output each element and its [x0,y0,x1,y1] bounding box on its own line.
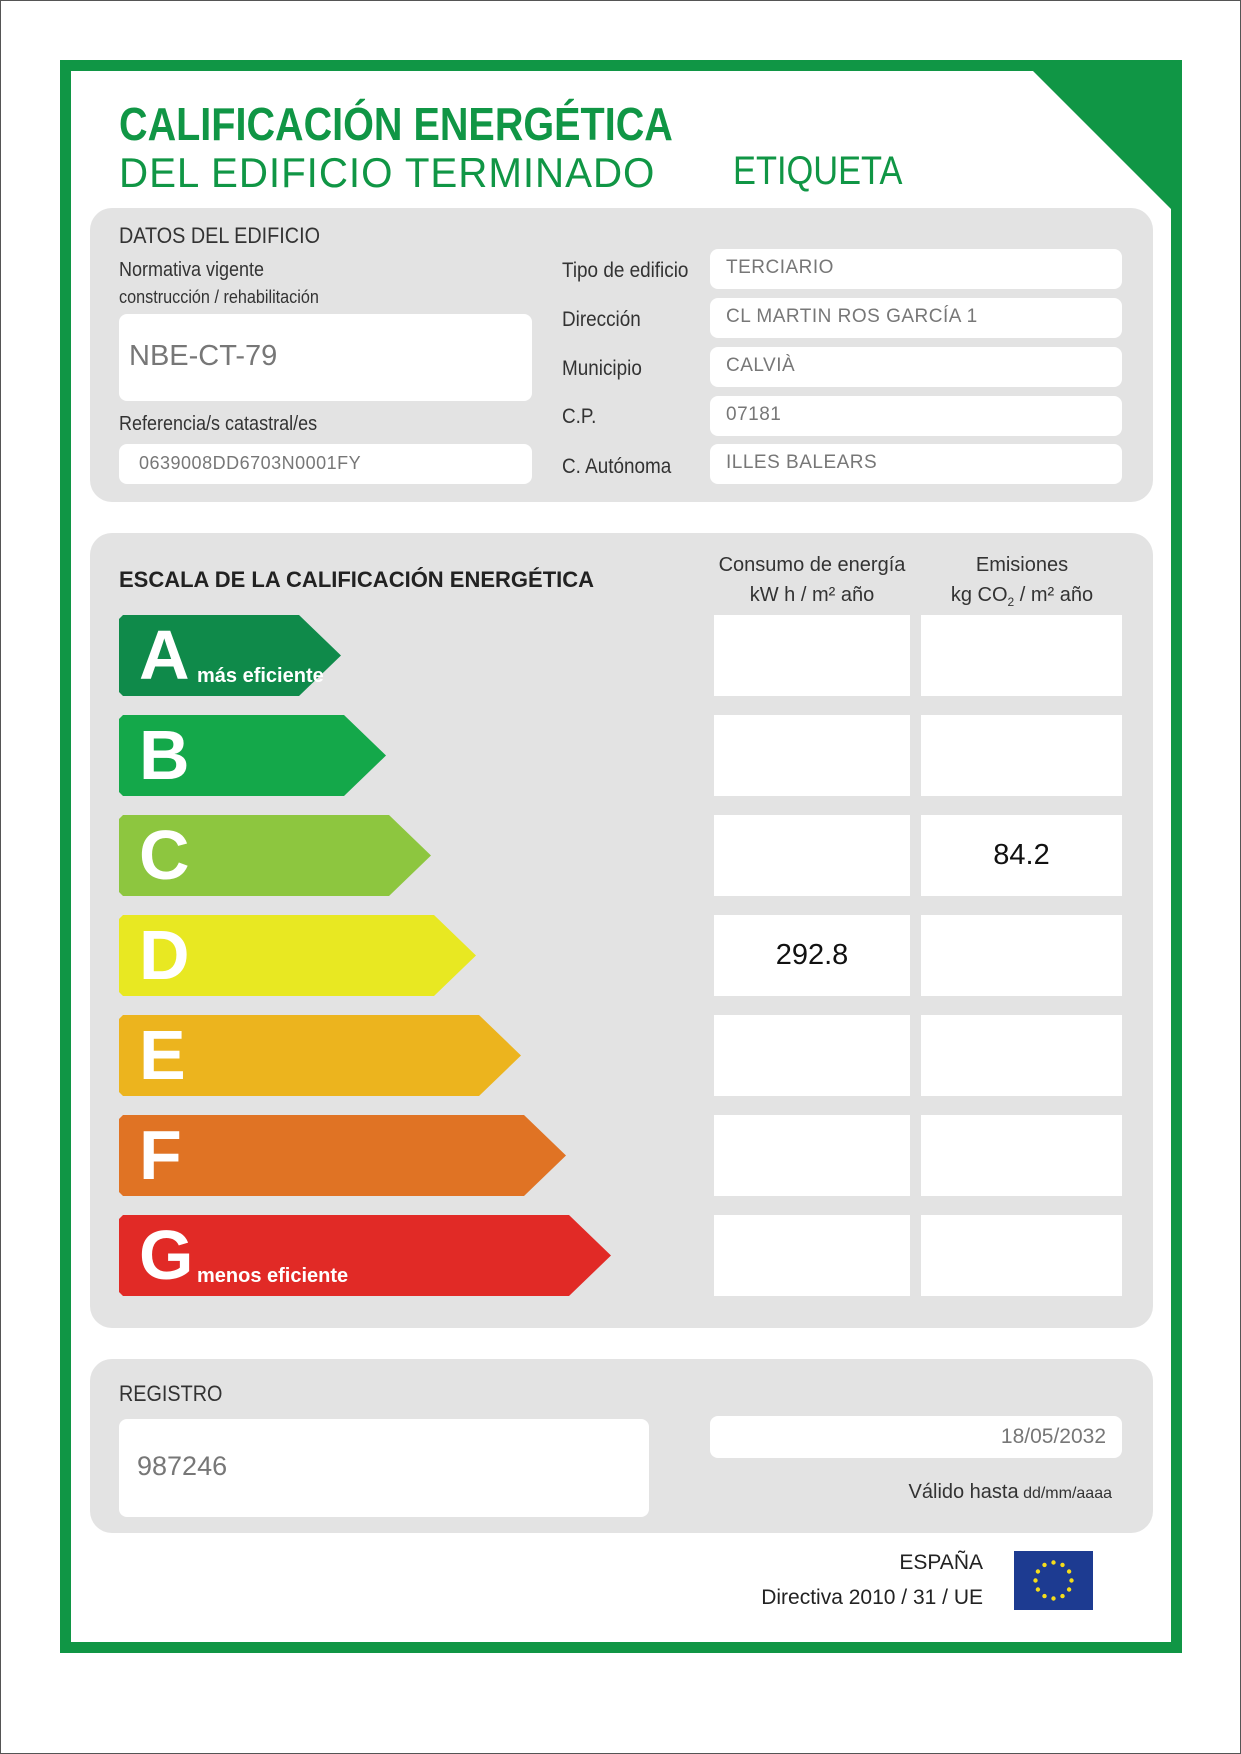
tipo-value: TERCIARIO [710,249,1122,289]
rating-letter: C [139,816,190,894]
eu-flag-icon [1014,1551,1093,1610]
emisiones-cell [921,1115,1122,1196]
autonoma-value: ILLES BALEARS [710,444,1122,484]
country: ESPAÑA [899,1551,983,1574]
valid-date: 18/05/2032 [710,1416,1122,1458]
cp-value: 07181 [710,396,1122,436]
eu-star [1042,1593,1047,1599]
emisiones-header: Emisiones kg CO2 / m² año [911,550,1133,617]
rating-arrow-b [119,715,386,796]
rating-sublabel: más eficiente [197,665,324,687]
rating-arrow-f [119,1115,566,1196]
rating-label-b: B [119,715,386,796]
emisiones-unit: kg CO2 / m² año [911,580,1133,617]
referencia-value: 0639008DD6703N0001FY [119,444,532,484]
valid-format: dd/mm/aaaa [1023,1485,1112,1502]
rating-label-d: D [119,915,476,996]
rating-label-a: A más eficiente [119,615,341,696]
eu-star [1051,1596,1056,1601]
rating-arrow-e [119,1015,521,1096]
consumo-cell [714,715,910,796]
direccion-label: Dirección [562,308,641,331]
eu-star [1035,1587,1041,1592]
etiqueta-label: ETIQUETA [733,149,903,193]
consumo-title: Consumo de energía [718,554,906,576]
cp-label: C.P. [562,405,597,428]
eu-star [1033,1578,1038,1583]
emisiones-cell [921,915,1122,996]
consumo-cell [714,615,910,696]
rating-label-f: F [119,1115,566,1196]
rating-arrow-c [119,815,431,896]
consumo-unit: kW h / m² año [749,584,875,606]
registro-heading: REGISTRO [119,1381,223,1406]
rating-letter: A [139,616,190,694]
rating-letter: E [139,1016,186,1094]
title-line1: CALIFICACIÓN ENERGÉTICA [119,98,673,150]
rating-letter: B [139,716,190,794]
rating-letter: D [139,916,190,994]
eu-star [1069,1578,1074,1583]
consumo-cell [714,1215,910,1296]
unit-sub: 2 [1007,595,1015,609]
unit-kgco: kg CO [950,584,1008,606]
eu-star [1066,1569,1072,1574]
eu-star [1042,1562,1047,1568]
consumo-header: Consumo de energía kW h / m² año [701,550,923,610]
eu-star [1035,1569,1041,1574]
rating-letter: F [139,1116,182,1194]
emisiones-cell: 84.2 [921,815,1122,896]
rating-arrow-a [119,615,341,696]
consumo-cell [714,1015,910,1096]
rating-label-g: G menos eficiente [119,1215,611,1296]
tipo-label: Tipo de edificio [562,259,689,282]
normativa-sublabel: construcción / rehabilitación [119,287,319,307]
corner-triangle [1032,70,1172,210]
consumo-cell [714,1115,910,1196]
normativa-value: NBE-CT-79 [119,314,532,401]
eu-star [1060,1562,1065,1568]
rating-label-c: C [119,815,431,896]
emisiones-cell [921,1015,1122,1096]
normativa-label: Normativa vigente [119,259,265,281]
valid-until: Válido hasta dd/mm/aaaa [710,1481,1122,1504]
eu-star [1060,1593,1065,1599]
consumo-cell [714,815,910,896]
municipio-label: Municipio [562,357,642,380]
rating-arrow-d [119,915,476,996]
emisiones-cell [921,615,1122,696]
rating-sublabel: menos eficiente [197,1265,349,1287]
registro-value: 987246 [119,1419,649,1517]
unit-per-m2: / m² año [1014,584,1094,606]
rating-arrow-g [119,1215,611,1296]
autonoma-label: C. Autónoma [562,455,672,478]
eu-star [1066,1587,1072,1592]
referencia-label: Referencia/s catastral/es [119,413,318,435]
rating-label-e: E [119,1015,521,1096]
valid-label: Válido hasta [908,1481,1019,1503]
rating-letter: G [139,1216,194,1294]
title-line2: DEL EDIFICIO TERMINADO [119,149,656,196]
label-frame [60,60,1182,1653]
direccion-value: CL MARTIN ROS GARCÍA 1 [710,298,1122,338]
escala-heading: ESCALA DE LA CALIFICACIÓN ENERGÉTICA [119,567,595,592]
emisiones-cell [921,1215,1122,1296]
consumo-cell: 292.8 [714,915,910,996]
emisiones-cell [921,715,1122,796]
datos-heading: DATOS DEL EDIFICIO [119,223,320,248]
eu-star [1051,1560,1056,1565]
municipio-value: CALVIÀ [710,347,1122,387]
emisiones-title: Emisiones [975,554,1069,576]
directive: Directiva 2010 / 31 / UE [761,1586,983,1609]
